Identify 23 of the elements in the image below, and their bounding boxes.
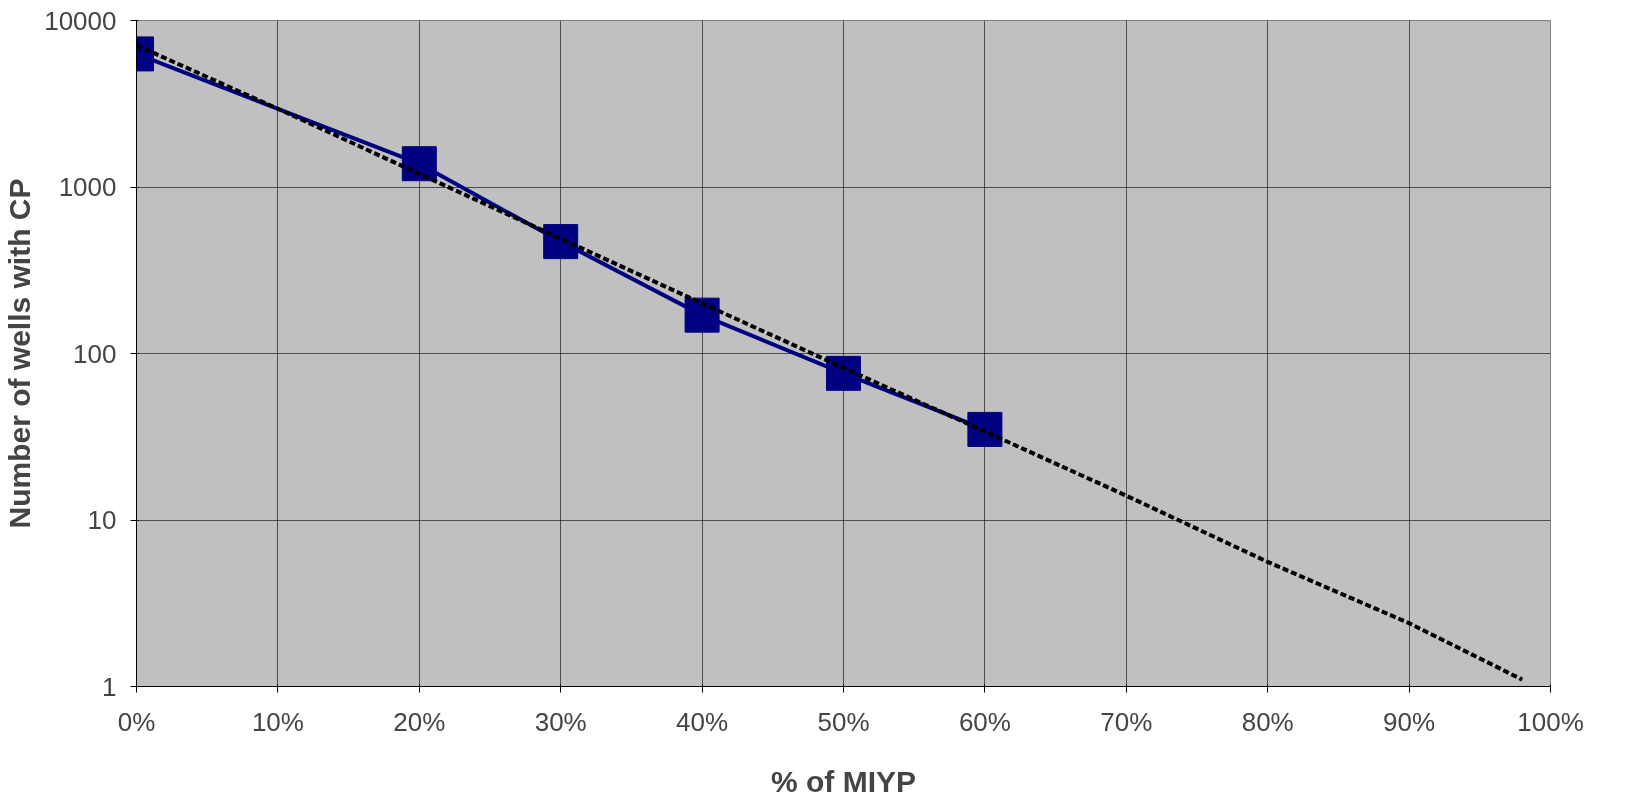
x-tick-label: 50% (817, 706, 870, 737)
x-tick-label: 60% (958, 706, 1011, 737)
x-tick-label: 70% (1100, 706, 1153, 737)
point (967, 411, 1003, 447)
y-tick-label: 1000 (58, 172, 117, 202)
point (401, 146, 437, 182)
x-tick-label: 20% (393, 706, 446, 737)
x-tick-label: 0% (117, 706, 156, 737)
x-tick-label: 10% (251, 706, 304, 737)
point (826, 355, 861, 391)
x-tick-label: 90% (1383, 706, 1436, 737)
x-tick-label: 100% (1517, 706, 1584, 737)
y-tick-label: 100 (73, 338, 117, 369)
x-tick-label: 30% (534, 706, 587, 737)
y-tick-label: 10000 (44, 5, 117, 36)
y-tick-label: 10 (87, 505, 117, 535)
x-axis-title: % of MIYP (771, 764, 917, 798)
x-tick-label: 40% (676, 706, 729, 737)
y-axis-title: Number of wells with CP (3, 178, 37, 529)
y-tick-label: 1 (102, 671, 117, 702)
x-tick-label: 80% (1241, 706, 1294, 737)
point (684, 297, 720, 333)
point (543, 224, 579, 260)
